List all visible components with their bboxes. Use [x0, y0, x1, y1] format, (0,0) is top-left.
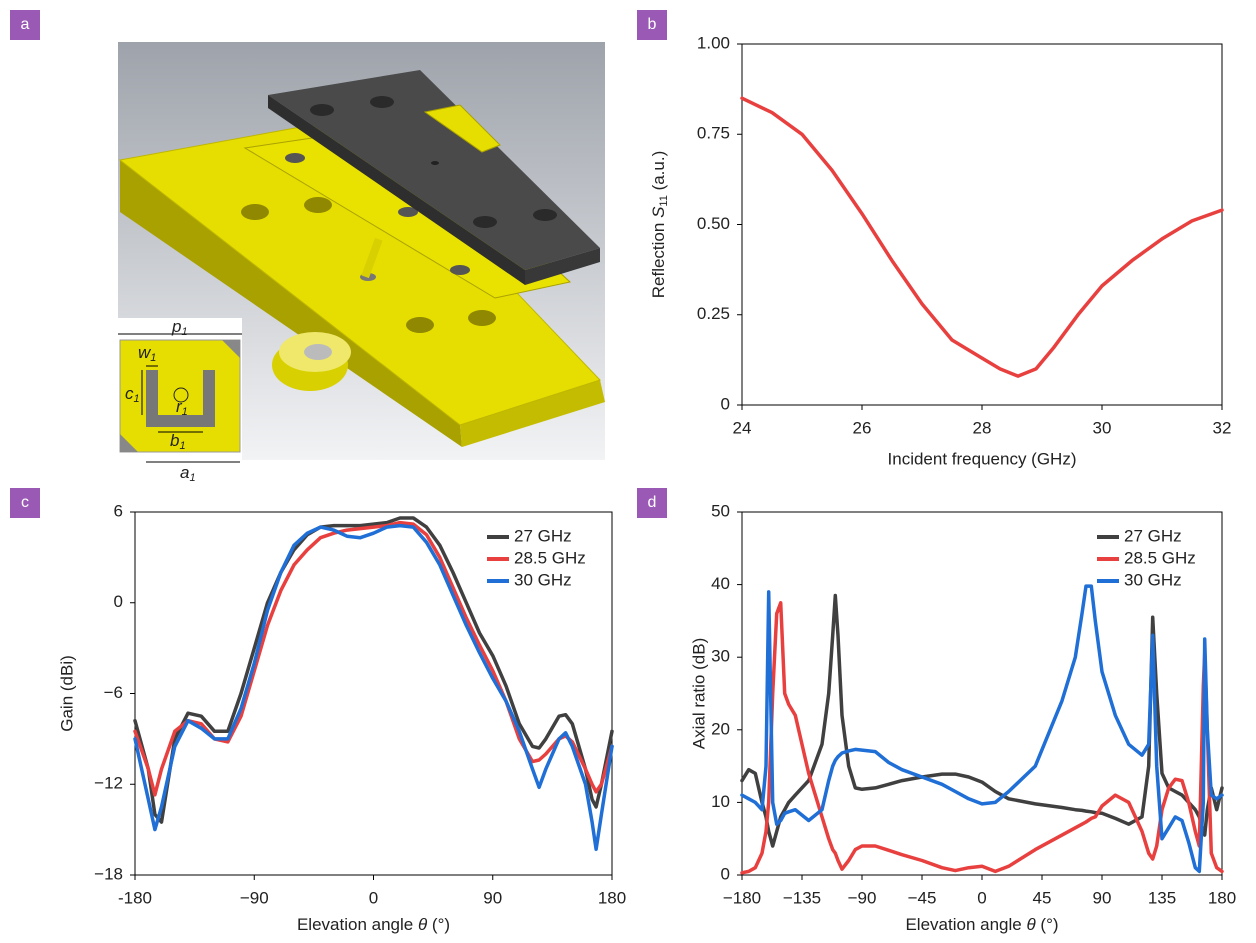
symbol: S [649, 206, 668, 218]
panel-letter: c [21, 494, 29, 511]
axis-label: Elevation angle θ (°) [297, 915, 450, 934]
y-tick-label: −6 [104, 683, 123, 702]
subscript: 1 [179, 440, 185, 452]
x-tick-label: 180 [1208, 888, 1236, 907]
legend-label: 30 GHz [1124, 570, 1182, 589]
y-tick-label: 10 [711, 792, 730, 811]
x-tick-label: −135 [783, 888, 821, 907]
y-tick-label: 0 [114, 592, 123, 611]
y-tick-label: 50 [711, 501, 730, 520]
x-tick-label: 45 [1033, 888, 1052, 907]
axis-label: Gain (dBi) [57, 655, 76, 732]
x-tick-label: 180 [598, 888, 626, 907]
render-3d [118, 42, 605, 462]
x-tick-label: 24 [733, 418, 752, 437]
page: {"panels": ["a", "b", "c", "d"], "figure… [0, 0, 1256, 943]
panel-letter: a [21, 16, 30, 33]
symbol: p [171, 317, 181, 336]
axis-label: Reflection S11 (a.u.) [649, 151, 669, 299]
unit: (a.u.) [649, 151, 668, 195]
y-tick-label: 0.25 [697, 304, 730, 323]
x-tick-label: 135 [1148, 888, 1176, 907]
axis-label: Incident frequency (GHz) [888, 449, 1077, 468]
y-tick-label: 0.50 [697, 214, 730, 233]
x-tick-label: −90 [240, 888, 269, 907]
x-tick-label: −180 [723, 888, 761, 907]
x-tick-label: 90 [483, 888, 502, 907]
y-tick-label: −12 [94, 774, 123, 793]
y-tick-label: 20 [711, 719, 730, 738]
x-tick-label: −90 [848, 888, 877, 907]
x-tick-label: 28 [973, 418, 992, 437]
x-tick-label: 30 [1093, 418, 1112, 437]
legend-label: 27 GHz [1124, 526, 1182, 545]
panel-letter: b [648, 16, 657, 33]
subscript: 1 [181, 326, 187, 338]
symbol: a [180, 463, 189, 482]
x-tick-label: 90 [1093, 888, 1112, 907]
unit: (°) [1036, 915, 1059, 934]
text: Elevation angle [297, 915, 418, 934]
figure: p1 w1 c1 r1 b1 a1 a b c d 242628303200.2… [0, 0, 1256, 943]
axis-label: Axial ratio (dB) [689, 638, 708, 749]
data-line [742, 98, 1222, 376]
x-tick-label: 0 [977, 888, 986, 907]
y-tick-label: 1.00 [697, 33, 730, 52]
x-tick-label: 26 [853, 418, 872, 437]
subscript: 11 [658, 195, 670, 206]
plot-frame [742, 44, 1222, 405]
y-tick-label: 6 [114, 501, 123, 520]
subscript: 1 [150, 352, 156, 364]
text: Reflection [649, 218, 668, 298]
y-tick-label: 40 [711, 574, 730, 593]
subscript: 1 [134, 393, 140, 405]
y-tick-label: 30 [711, 647, 730, 666]
subscript: 1 [182, 406, 188, 418]
x-tick-label: 0 [369, 888, 378, 907]
text: Elevation angle [905, 915, 1026, 934]
x-tick-label: -180 [118, 888, 152, 907]
x-tick-label: −45 [908, 888, 937, 907]
panel-letter: d [648, 494, 657, 511]
y-tick-label: 0.75 [697, 124, 730, 143]
y-tick-label: 0 [721, 394, 730, 413]
dim-label: a1 [180, 463, 196, 483]
subscript: 1 [189, 472, 195, 484]
legend-label: 28.5 GHz [514, 548, 586, 567]
legend-label: 27 GHz [514, 526, 572, 545]
unit: (°) [427, 915, 450, 934]
x-tick-label: 32 [1213, 418, 1232, 437]
legend-label: 30 GHz [514, 570, 572, 589]
axis-label: Elevation angle θ (°) [905, 915, 1058, 934]
data-line [742, 586, 1222, 871]
y-tick-label: −18 [94, 864, 123, 883]
legend-label: 28.5 GHz [1124, 548, 1196, 567]
y-tick-label: 0 [721, 864, 730, 883]
symbol: b [170, 431, 179, 450]
